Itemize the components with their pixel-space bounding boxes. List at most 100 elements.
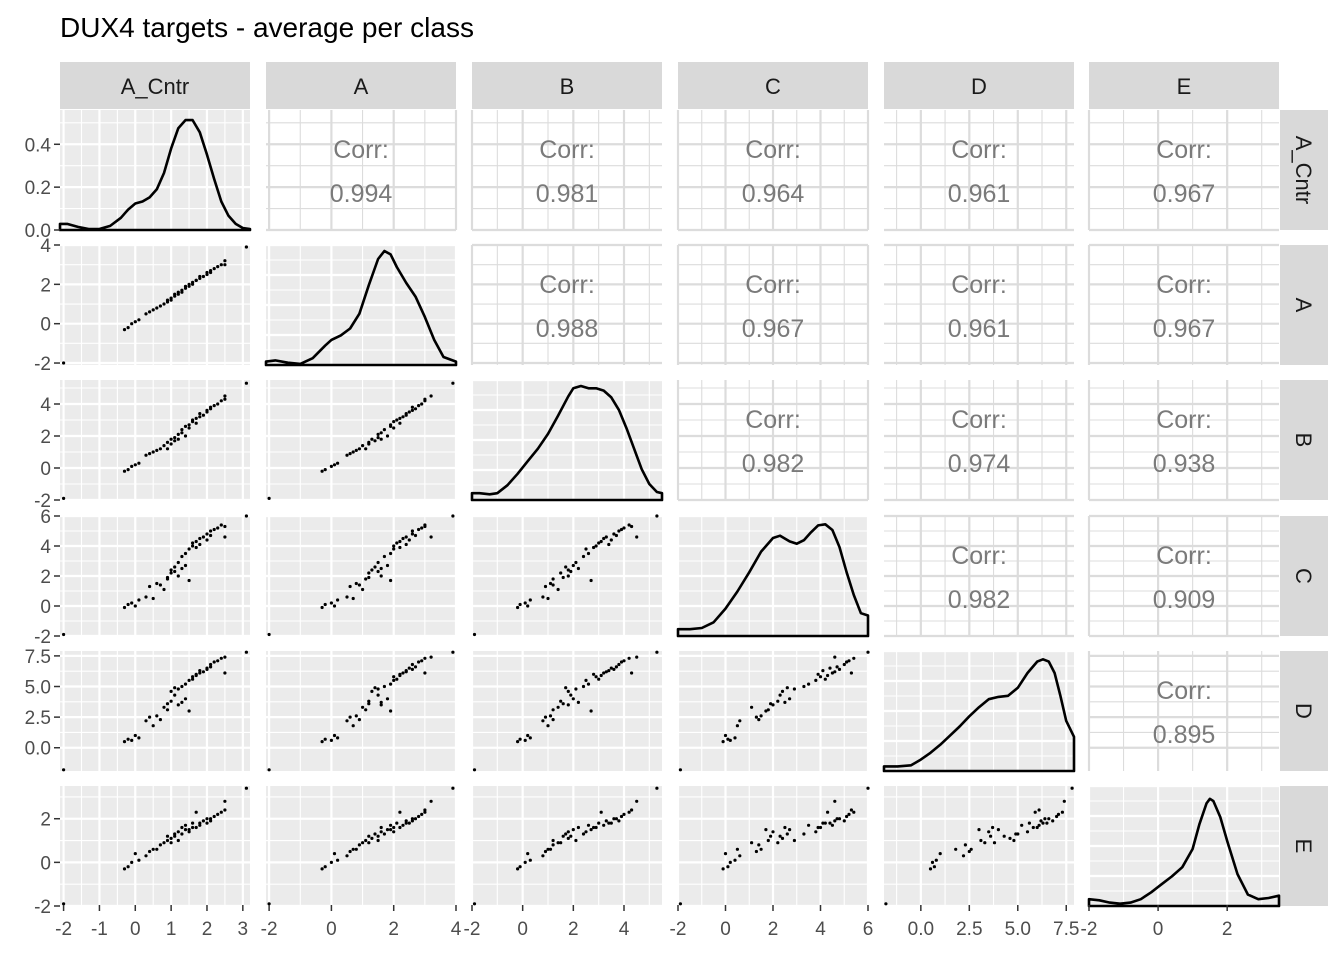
scatter-point (219, 656, 223, 660)
scatter-point (376, 432, 380, 436)
chart-title: DUX4 targets - average per class (60, 12, 474, 43)
panel-e-d (884, 786, 1074, 908)
scatter-point (392, 547, 396, 551)
scatter-point (176, 703, 180, 707)
scatter-point (569, 569, 573, 574)
corr-label: Corr: (745, 271, 801, 299)
scatter-point (528, 736, 532, 740)
scatter-point (807, 823, 811, 827)
scatter-point (1037, 808, 1041, 812)
scatter-point (766, 708, 770, 712)
scatter-point (398, 810, 402, 814)
scatter-point (410, 529, 414, 533)
scatter-point (516, 867, 520, 871)
scatter-point (780, 836, 785, 841)
y-tick-label: -2 (34, 354, 51, 375)
scatter-point (209, 819, 213, 823)
strip-row-a-cntr (1280, 110, 1328, 230)
scatter-point (417, 404, 421, 408)
scatter-point (991, 825, 995, 830)
scatter-point (823, 677, 827, 681)
scatter-point (622, 659, 626, 663)
scatter-point (607, 669, 611, 673)
corr-value: 0.994 (330, 180, 393, 208)
x-tick-label: 2.5 (956, 919, 982, 940)
scatter-point (389, 578, 393, 583)
scatter-point (165, 440, 170, 444)
scatter-point (401, 536, 405, 541)
scatter-point (769, 702, 773, 706)
scatter-point (566, 689, 570, 694)
strip-label-row-a-cntr: A_Cntr (1291, 136, 1316, 204)
density-curve-e (1087, 797, 1281, 908)
scatter-point (198, 542, 202, 547)
scatter-point (370, 836, 374, 841)
scatter-point (1056, 812, 1061, 817)
scatter-point (602, 671, 606, 675)
strip-label-row-d: D (1291, 703, 1316, 719)
scatter-point (223, 259, 227, 263)
scatter-point (354, 448, 358, 452)
scatter-point (728, 860, 732, 865)
scatter-point (516, 740, 520, 744)
strip-label-row-b: B (1291, 433, 1316, 448)
scatter-point (410, 819, 414, 823)
scatter-point (604, 535, 608, 539)
scatter-point (655, 786, 659, 790)
scatter-point (614, 817, 619, 821)
scatter-point (212, 814, 216, 819)
scatter-point (622, 526, 626, 530)
scatter-point (451, 381, 455, 385)
scatter-point (201, 819, 205, 823)
scatter-point (158, 718, 162, 722)
scatter-point (518, 865, 522, 869)
panel-background (884, 110, 1074, 230)
scatter-point (144, 453, 148, 457)
panel-c-e: Corr: 0.909 (1087, 514, 1279, 638)
panel-background (266, 380, 456, 500)
scatter-point (376, 687, 380, 691)
scatter-point (389, 823, 393, 827)
scatter-point (528, 858, 532, 862)
scatter-point (723, 852, 728, 856)
scatter-point (1031, 825, 1035, 830)
scatter-point (826, 810, 830, 814)
panel-a-a-cntr (60, 243, 250, 365)
panel-background (472, 786, 662, 906)
scatter-point (551, 583, 555, 587)
scatter-point (379, 431, 383, 435)
corr-value: 0.895 (1153, 721, 1216, 749)
scatter-point (357, 447, 361, 451)
scatter-point (169, 689, 173, 694)
scatter-point (821, 821, 825, 825)
scatter-point (622, 812, 626, 817)
scatter-point (376, 693, 380, 697)
strip-label-column-c: C (765, 74, 781, 99)
scatter-point (407, 538, 411, 542)
scatter-point (219, 523, 223, 527)
x-tick-label: 4 (451, 919, 462, 940)
scatter-point (169, 568, 173, 572)
scatter-point (551, 838, 555, 843)
corr-value: 0.938 (1153, 450, 1216, 478)
scatter-point (173, 565, 177, 569)
scatter-point (209, 269, 213, 273)
scatter-point (607, 542, 611, 547)
scatter-point (122, 328, 127, 332)
scatter-point (559, 841, 563, 845)
scatter-point (526, 733, 530, 738)
scatter-point (367, 442, 371, 446)
scatter-point (410, 667, 414, 672)
scatter-point (523, 601, 527, 605)
scatter-point (212, 404, 216, 408)
scatter-point (348, 715, 352, 719)
scatter-point (546, 596, 550, 601)
scatter-point (738, 719, 742, 723)
scatter-point (1008, 836, 1012, 841)
scatter-point (194, 825, 198, 830)
scatter-point (726, 737, 730, 741)
panel-b-c: Corr: 0.982 (676, 380, 870, 502)
y-tick-label: 7.5 (25, 647, 51, 668)
scatter-point (351, 596, 355, 601)
